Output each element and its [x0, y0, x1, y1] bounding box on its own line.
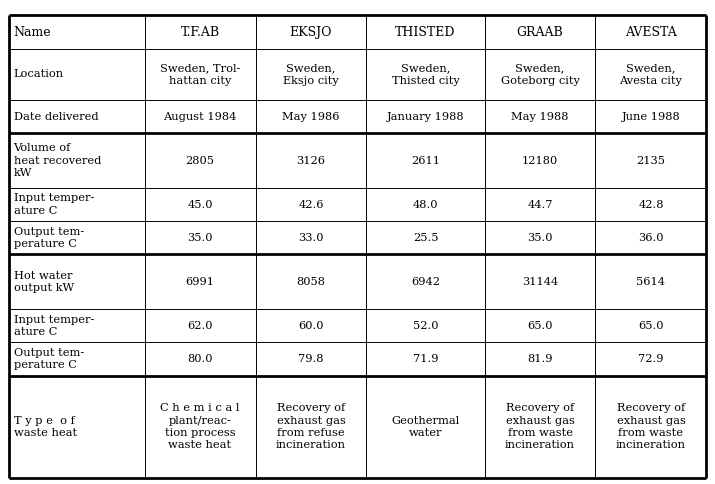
- Text: Sweden, Trol-
hattan city: Sweden, Trol- hattan city: [160, 63, 240, 86]
- Text: 72.9: 72.9: [638, 354, 664, 364]
- Text: 2805: 2805: [185, 155, 214, 166]
- Text: Input temper-
ature C: Input temper- ature C: [14, 194, 94, 216]
- Text: Sweden,
Goteborg city: Sweden, Goteborg city: [500, 63, 579, 86]
- Text: 36.0: 36.0: [638, 233, 664, 243]
- Text: 35.0: 35.0: [527, 233, 553, 243]
- Text: 2135: 2135: [636, 155, 666, 166]
- Text: 35.0: 35.0: [187, 233, 213, 243]
- Text: Sweden,
Thisted city: Sweden, Thisted city: [392, 63, 459, 86]
- Text: 2611: 2611: [411, 155, 440, 166]
- Text: 31144: 31144: [522, 277, 558, 287]
- Text: 65.0: 65.0: [638, 321, 664, 331]
- Text: 6942: 6942: [411, 277, 440, 287]
- Text: 12180: 12180: [522, 155, 558, 166]
- Text: THISTED: THISTED: [395, 26, 455, 39]
- Text: 33.0: 33.0: [298, 233, 324, 243]
- Text: 71.9: 71.9: [413, 354, 438, 364]
- Text: Date delivered: Date delivered: [14, 112, 98, 121]
- Text: AVESTA: AVESTA: [625, 26, 677, 39]
- Text: 5614: 5614: [636, 277, 666, 287]
- Text: May 1986: May 1986: [282, 112, 340, 121]
- Text: 8058: 8058: [297, 277, 325, 287]
- Text: 80.0: 80.0: [187, 354, 213, 364]
- Text: Output tem-
perature C: Output tem- perature C: [14, 227, 84, 249]
- Text: T.F.AB: T.F.AB: [180, 26, 220, 39]
- Text: 25.5: 25.5: [413, 233, 438, 243]
- Text: 45.0: 45.0: [187, 199, 213, 210]
- Text: Recovery of
exhaust gas
from waste
incineration: Recovery of exhaust gas from waste incin…: [505, 403, 575, 451]
- Text: 3126: 3126: [297, 155, 325, 166]
- Text: May 1988: May 1988: [511, 112, 568, 121]
- Text: June 1988: June 1988: [621, 112, 681, 121]
- Text: 48.0: 48.0: [413, 199, 438, 210]
- Text: Recovery of
exhaust gas
from refuse
incineration: Recovery of exhaust gas from refuse inci…: [276, 403, 346, 451]
- Text: January 1988: January 1988: [387, 112, 464, 121]
- Text: Input temper-
ature C: Input temper- ature C: [14, 315, 94, 337]
- Text: EKSJO: EKSJO: [290, 26, 332, 39]
- Text: 42.6: 42.6: [298, 199, 324, 210]
- Text: Location: Location: [14, 69, 64, 79]
- Text: 6991: 6991: [185, 277, 214, 287]
- Text: T y p e  o f
waste heat: T y p e o f waste heat: [14, 416, 77, 438]
- Text: Recovery of
exhaust gas
from waste
incineration: Recovery of exhaust gas from waste incin…: [616, 403, 686, 451]
- Text: Geothermal
water: Geothermal water: [391, 416, 460, 438]
- Text: 79.8: 79.8: [298, 354, 324, 364]
- Text: GRAAB: GRAAB: [517, 26, 563, 39]
- Text: Sweden,
Avesta city: Sweden, Avesta city: [619, 63, 682, 86]
- Text: 60.0: 60.0: [298, 321, 324, 331]
- Text: 42.8: 42.8: [638, 199, 664, 210]
- Text: 81.9: 81.9: [527, 354, 553, 364]
- Text: Name: Name: [14, 26, 51, 39]
- Text: C h e m i c a l
plant/reac-
tion process
waste heat: C h e m i c a l plant/reac- tion process…: [160, 403, 240, 451]
- Text: 65.0: 65.0: [527, 321, 553, 331]
- Text: August 1984: August 1984: [163, 112, 237, 121]
- Text: Sweden,
Eksjo city: Sweden, Eksjo city: [283, 63, 339, 86]
- Text: Output tem-
perature C: Output tem- perature C: [14, 348, 84, 370]
- Text: 44.7: 44.7: [527, 199, 553, 210]
- Text: Hot water
output kW: Hot water output kW: [14, 271, 74, 293]
- Text: Volume of
heat recovered
kW: Volume of heat recovered kW: [14, 143, 101, 178]
- Text: 52.0: 52.0: [413, 321, 438, 331]
- Text: 62.0: 62.0: [187, 321, 213, 331]
